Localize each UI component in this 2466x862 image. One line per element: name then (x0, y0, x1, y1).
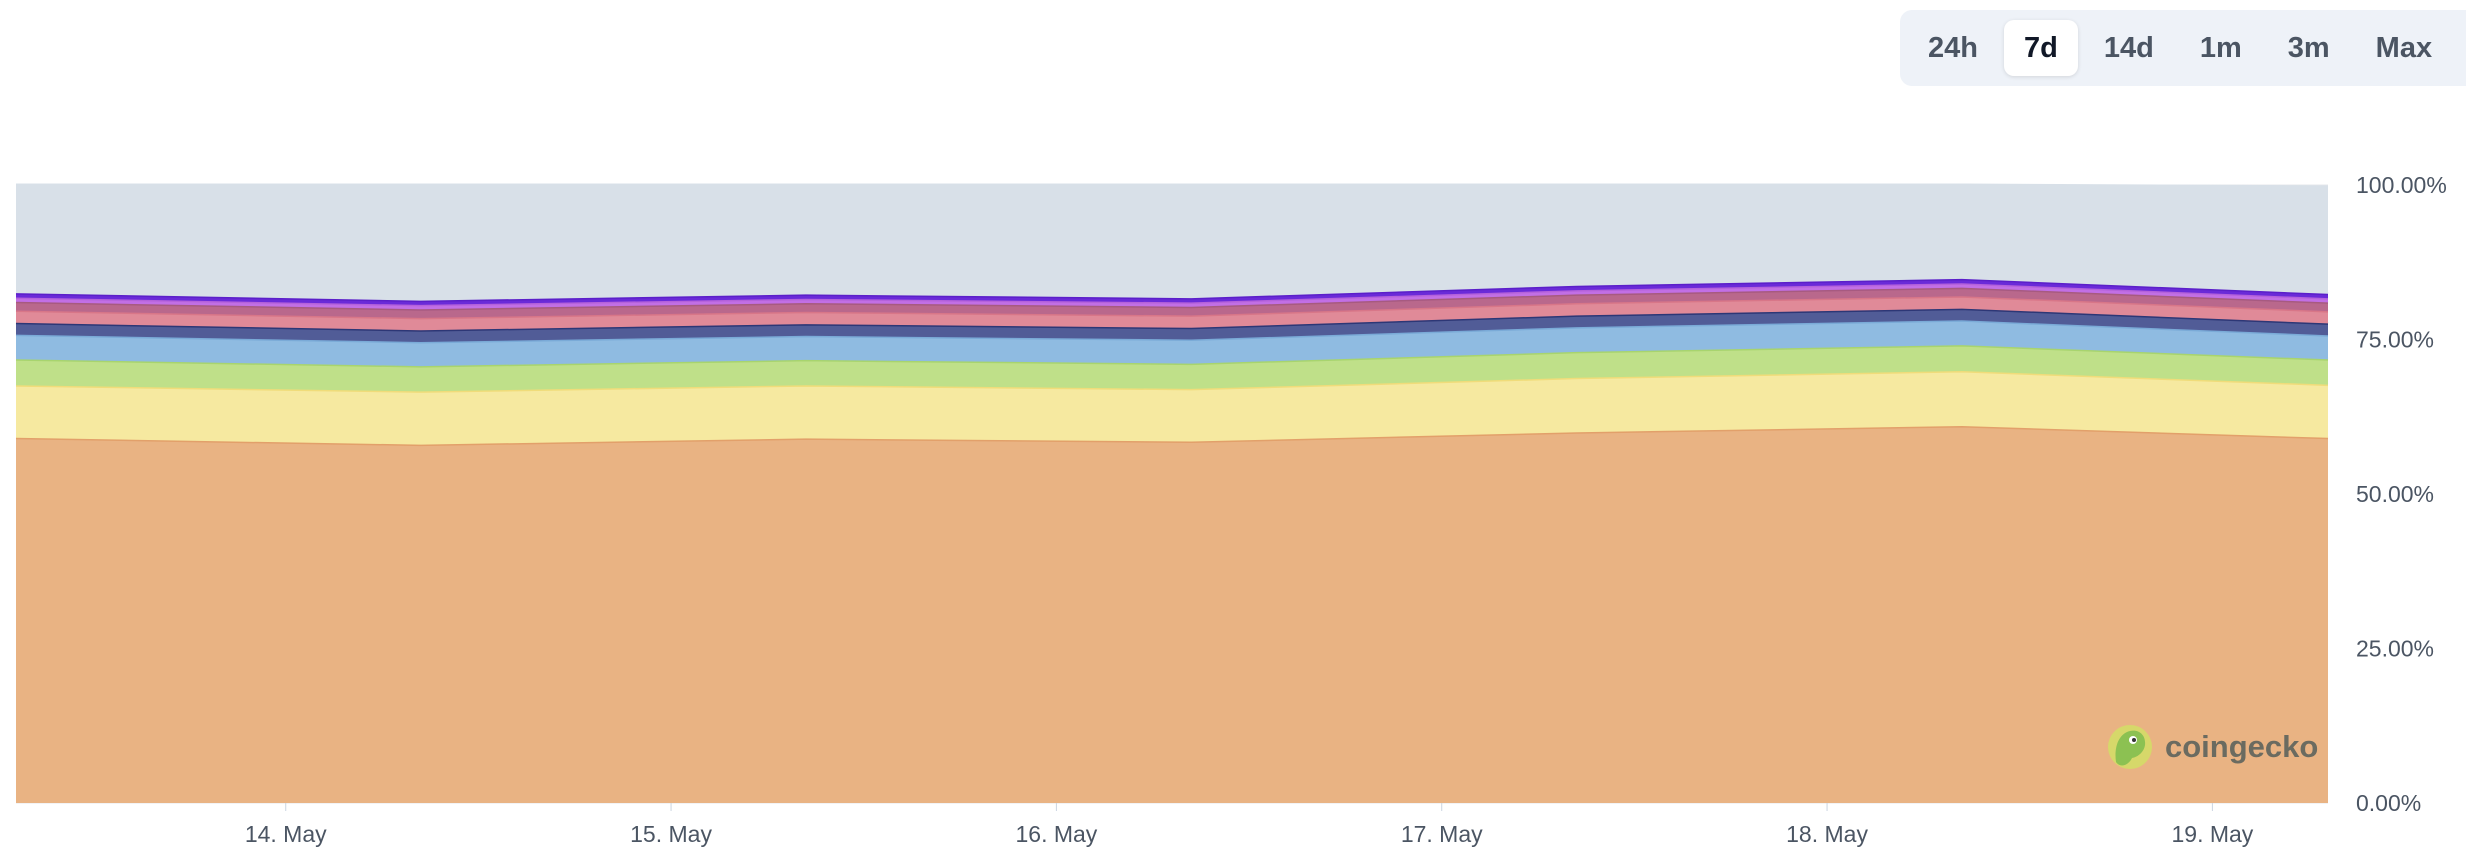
watermark-text: coingecko (2165, 729, 2318, 764)
area-series-5 (16, 296, 2328, 331)
range-24h-button[interactable]: 24h (1908, 20, 1998, 76)
area-series-2 (16, 345, 2328, 392)
area-series-line-9 (16, 183, 2329, 189)
x-tick-label-1: 15. May (630, 821, 712, 847)
y-tick-label-0: 0.00% (2356, 790, 2421, 816)
y-axis-ticks: 0.00% 25.00% 50.00% 75.00% 100.00% (2356, 172, 2447, 816)
y-tick-label-3: 75.00% (2356, 327, 2434, 353)
range-3m-button[interactable]: 3m (2268, 20, 2350, 76)
range-max-button[interactable]: Max (2356, 20, 2452, 76)
range-7d-button[interactable]: 7d (2003, 20, 2078, 76)
y-tick-label-2: 50.00% (2356, 481, 2434, 507)
x-tick-label-2: 16. May (1015, 821, 1097, 847)
x-tick-label-0: 14. May (245, 821, 327, 847)
area-series-6 (16, 287, 2328, 318)
area-series-9 (16, 185, 2328, 301)
coingecko-watermark: coingecko (2108, 725, 2318, 769)
time-range-selector: 24h 7d 14d 1m 3m Max (1900, 10, 2466, 86)
y-tick-label-4: 100.00% (2356, 172, 2447, 198)
x-tick-label-5: 19. May (2171, 821, 2253, 847)
y-tick-label-1: 25.00% (2356, 636, 2434, 662)
x-tick-label-3: 17. May (1401, 821, 1483, 847)
range-14d-button[interactable]: 14d (2084, 20, 2174, 76)
coingecko-logo-icon (2108, 725, 2152, 769)
stacked-areas (15, 183, 2329, 803)
area-series-3 (16, 320, 2328, 367)
area-series-0 (16, 426, 2328, 803)
x-axis-ticks: 14. May 15. May 16. May 17. May 18. May 19. M… (245, 803, 2254, 847)
range-1m-button[interactable]: 1m (2180, 20, 2262, 76)
area-series-4 (16, 308, 2328, 342)
x-tick-label-4: 18. May (1786, 821, 1868, 847)
